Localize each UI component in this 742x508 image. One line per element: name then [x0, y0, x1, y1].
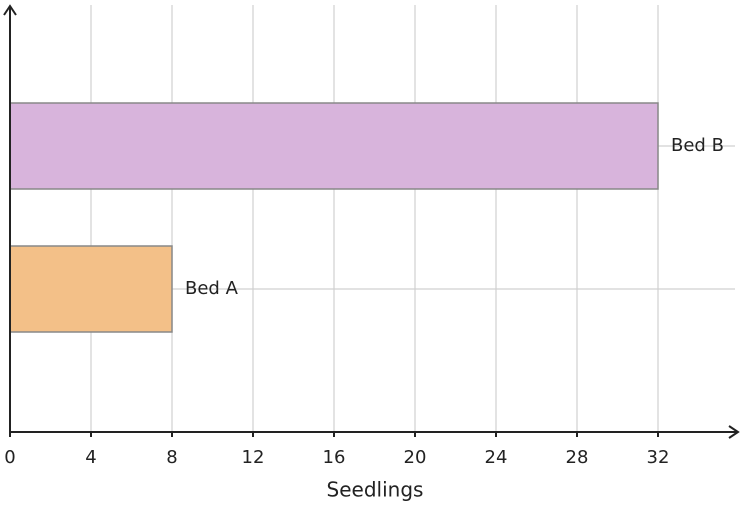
- x-axis-title: Seedlings: [327, 478, 424, 502]
- x-tick-label: 28: [566, 447, 589, 468]
- x-tick-label: 20: [404, 447, 427, 468]
- x-tick-label: 32: [647, 447, 670, 468]
- bar: [9, 102, 659, 190]
- y-axis-arrow: [3, 4, 17, 16]
- bar: [9, 245, 173, 333]
- x-tick-label: 24: [485, 447, 508, 468]
- x-tick-label: 8: [166, 447, 177, 468]
- x-tick-label: 16: [323, 447, 346, 468]
- x-tick-label: 0: [4, 447, 15, 468]
- x-tick-label: 12: [242, 447, 265, 468]
- x-tick-label: 4: [85, 447, 96, 468]
- x-axis-arrow: [728, 425, 740, 439]
- bar-label: Bed A: [185, 278, 239, 299]
- bar-label: Bed B: [671, 135, 724, 156]
